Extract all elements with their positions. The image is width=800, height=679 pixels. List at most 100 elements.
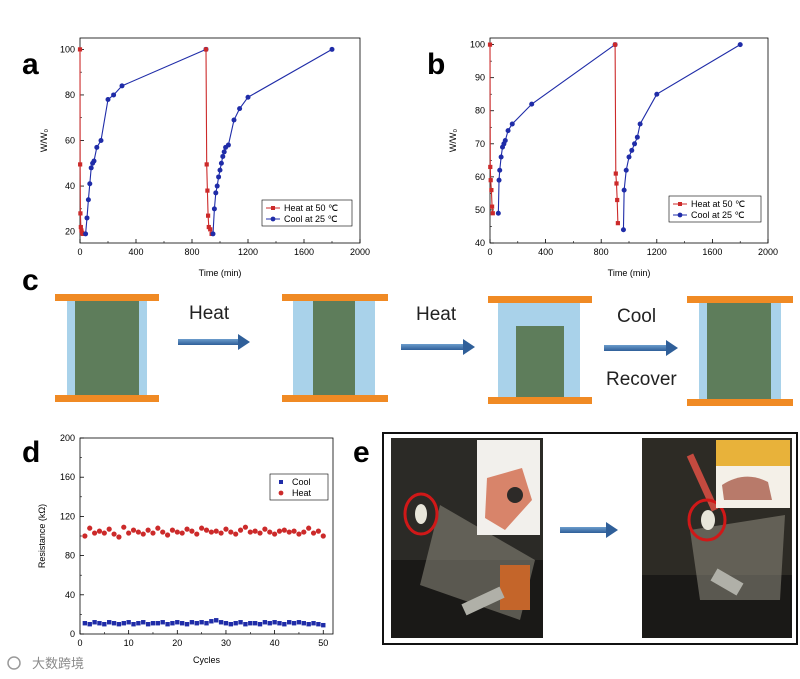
data-point <box>615 197 620 203</box>
data-point <box>179 530 185 536</box>
data-point <box>145 622 151 627</box>
series-line <box>622 44 741 230</box>
data-point <box>272 620 277 625</box>
y-tick-label: 100 <box>470 40 485 50</box>
data-point <box>613 42 618 47</box>
arrow-head <box>238 334 250 350</box>
data-point <box>228 622 234 627</box>
data-point <box>247 529 253 535</box>
y-axis-label: W/W₀ <box>39 129 49 152</box>
legend-marker <box>278 490 284 496</box>
sample-stage-1 <box>55 294 159 402</box>
data-point <box>140 531 146 537</box>
x-tick-label: 20 <box>172 638 182 648</box>
data-point <box>276 528 283 534</box>
data-point <box>223 526 229 532</box>
x-tick-label: 0 <box>487 247 492 257</box>
y-tick-label: 200 <box>60 433 75 443</box>
data-point <box>281 527 287 533</box>
data-point <box>78 224 83 230</box>
data-point <box>135 529 141 535</box>
y-tick-label: 20 <box>65 227 75 237</box>
data-point <box>91 158 97 164</box>
legend-box <box>261 199 353 227</box>
arrow-2 <box>401 339 475 355</box>
data-point <box>87 525 93 531</box>
data-point <box>262 526 268 532</box>
data-point <box>291 621 297 626</box>
legend-label: Heat at 50 ℃ <box>691 199 745 209</box>
data-point <box>272 531 278 537</box>
series-line <box>79 49 84 235</box>
data-point <box>169 527 176 533</box>
y-axis-label: Resistance (kΩ) <box>37 504 47 568</box>
data-point <box>199 620 204 625</box>
sample-stage-2 <box>282 294 388 402</box>
data-point <box>267 621 272 626</box>
x-tick-label: 2000 <box>350 247 370 257</box>
data-point <box>233 531 239 537</box>
y-tick-label: 50 <box>475 205 485 215</box>
data-point <box>243 622 248 627</box>
y-tick-label: 70 <box>475 139 485 149</box>
data-point <box>301 621 307 626</box>
arrow-3 <box>604 340 678 356</box>
data-point <box>194 621 199 626</box>
series-cool-at-25- <box>620 42 743 233</box>
data-point <box>96 528 103 534</box>
data-point <box>221 149 227 155</box>
data-point <box>262 620 268 625</box>
data-point <box>98 138 104 143</box>
data-point <box>102 622 107 627</box>
data-point <box>131 622 136 627</box>
data-point <box>615 221 620 226</box>
series-cool-at-25- <box>83 46 209 237</box>
x-axis-label: Time (min) <box>199 268 242 278</box>
data-point <box>632 141 638 147</box>
data-point <box>189 620 195 625</box>
data-point <box>175 620 180 625</box>
data-point <box>179 621 185 626</box>
data-point <box>82 621 88 626</box>
x-axis-label: Time (min) <box>608 268 651 278</box>
x-axis-label: Cycles <box>193 655 221 665</box>
data-point <box>203 47 209 52</box>
data-point <box>206 213 211 218</box>
data-point <box>208 227 213 232</box>
data-point <box>223 621 229 626</box>
data-point <box>311 621 316 626</box>
data-point <box>621 187 627 193</box>
series-cool <box>82 618 326 628</box>
data-point <box>111 621 117 626</box>
data-point <box>116 534 122 540</box>
series-line <box>205 49 213 235</box>
data-point <box>320 533 326 539</box>
data-point <box>206 224 211 230</box>
label-recover: Recover <box>606 369 677 390</box>
data-point <box>203 527 210 533</box>
data-point <box>237 527 244 533</box>
schematic-panel-c: Heat Heat Cool Recover <box>55 294 793 406</box>
data-point <box>497 167 503 173</box>
data-point <box>301 529 307 535</box>
data-point <box>105 97 111 102</box>
watermark: 大数跨境 <box>7 656 84 672</box>
y-tick-label: 40 <box>65 590 75 600</box>
series-heat-at-50- <box>487 42 495 216</box>
sample-stage-4 <box>687 296 793 406</box>
data-point <box>634 134 640 140</box>
data-point <box>296 531 302 537</box>
legend-marker <box>271 206 275 210</box>
data-point <box>77 47 83 52</box>
photo-left-connector <box>461 586 505 616</box>
data-point <box>164 532 171 538</box>
bottom-plate <box>687 399 793 406</box>
x-tick-label: 1200 <box>238 247 258 257</box>
data-point <box>282 622 287 627</box>
y-tick-label: 160 <box>60 472 75 482</box>
x-tick-label: 50 <box>318 638 328 648</box>
arrow-shaft <box>401 344 463 350</box>
data-point <box>111 531 117 537</box>
